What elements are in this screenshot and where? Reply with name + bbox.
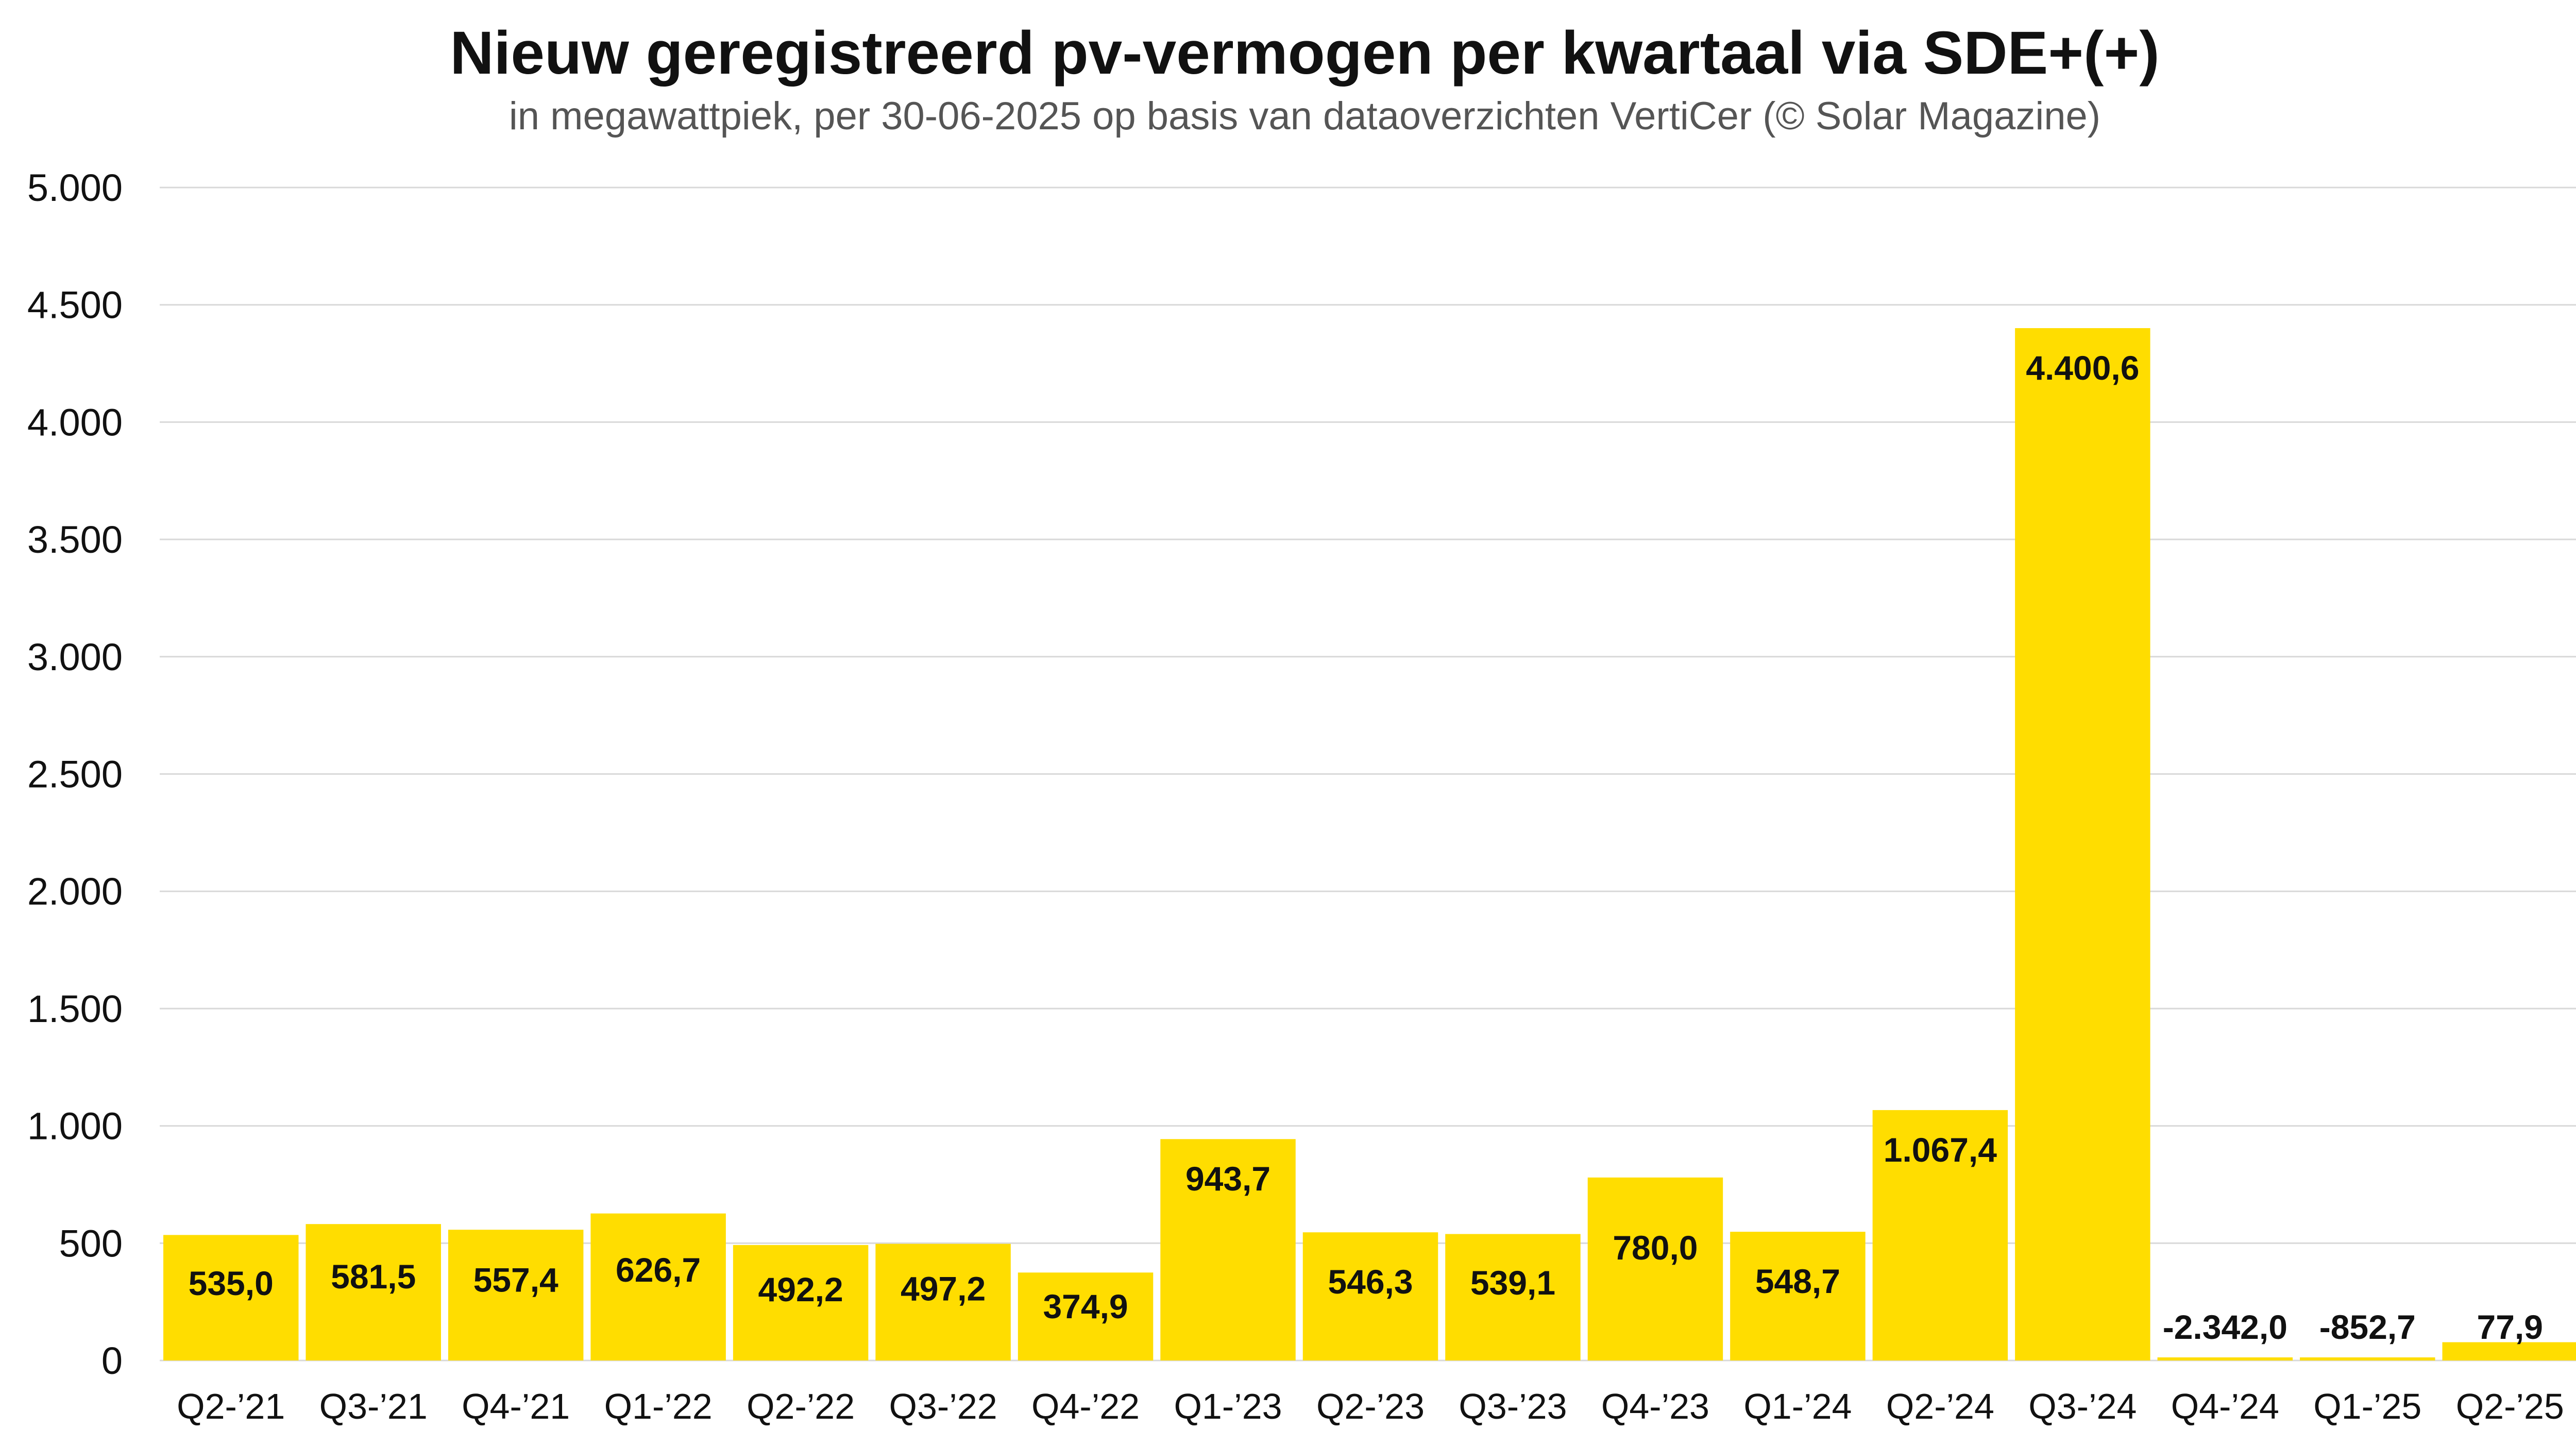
bar xyxy=(1302,1232,1438,1360)
data-label: 548,7 xyxy=(1755,1262,1840,1300)
bar xyxy=(1587,1177,1723,1360)
data-label: 546,3 xyxy=(1328,1263,1413,1301)
y-tick-label: 0 xyxy=(101,1339,123,1382)
bar xyxy=(1018,1272,1154,1360)
bar xyxy=(2442,1342,2576,1360)
y-tick-label: 500 xyxy=(59,1222,123,1265)
data-label: 626,7 xyxy=(616,1251,701,1289)
y-tick-label: 5.000 xyxy=(27,166,123,209)
x-tick-label: Q2-’21 xyxy=(177,1386,285,1426)
data-label: 492,2 xyxy=(758,1270,843,1308)
bars xyxy=(163,328,2576,1360)
x-tick-label: Q3-’23 xyxy=(1459,1386,1567,1426)
bar xyxy=(1730,1232,1866,1360)
bar xyxy=(1872,1110,2008,1360)
x-tick-label: Q2-’25 xyxy=(2456,1386,2564,1426)
bar xyxy=(163,1235,299,1360)
bar xyxy=(875,1244,1011,1360)
gridlines xyxy=(160,186,2576,1362)
bar xyxy=(448,1230,584,1360)
data-label: 539,1 xyxy=(1470,1264,1555,1302)
y-tick-label: 3.500 xyxy=(27,518,123,561)
bar xyxy=(590,1213,726,1360)
x-tick-label: Q3-’22 xyxy=(889,1386,997,1426)
x-tick-label: Q2-’22 xyxy=(747,1386,855,1426)
data-label: 535,0 xyxy=(189,1264,274,1302)
bar xyxy=(1160,1139,1296,1360)
y-tick-label: 1.500 xyxy=(27,988,123,1030)
y-tick-label: 4.000 xyxy=(27,401,123,444)
x-tick-label: Q4-’24 xyxy=(2171,1386,2279,1426)
data-labels: 535,0 581,5 557,4 626,7 492,2 497,2 374,9 943,7… xyxy=(189,349,2543,1346)
x-tick-label: Q2-’23 xyxy=(1316,1386,1425,1426)
data-label: -852,7 xyxy=(2319,1308,2416,1346)
data-label: 581,5 xyxy=(331,1257,416,1296)
bar xyxy=(2015,328,2150,1360)
x-tick-label: Q4-’23 xyxy=(1601,1386,1709,1426)
data-label: 943,7 xyxy=(1185,1160,1270,1198)
data-label: -2.342,0 xyxy=(2163,1308,2287,1346)
x-tick-label: Q3-’21 xyxy=(319,1386,428,1426)
x-tick-label: Q4-’21 xyxy=(462,1386,570,1426)
x-tick-label: Q1-’22 xyxy=(604,1386,713,1426)
y-tick-label: 2.000 xyxy=(27,870,123,913)
bar xyxy=(733,1245,869,1360)
data-label: 4.400,6 xyxy=(2026,349,2139,387)
x-tick-label: Q4-’22 xyxy=(1031,1386,1140,1426)
data-label: 374,9 xyxy=(1043,1287,1128,1325)
x-axis: Q2-’21 Q3-’21 Q4-’21 Q1-’22 Q2-’22 Q3-’22 Q4-’… xyxy=(177,1386,2564,1426)
x-tick-label: Q1-’24 xyxy=(1743,1386,1852,1426)
data-label: 1.067,4 xyxy=(1884,1131,1997,1169)
bar xyxy=(2157,1357,2293,1360)
bar xyxy=(306,1224,441,1360)
y-tick-label: 3.000 xyxy=(27,636,123,678)
bar xyxy=(2300,1357,2435,1360)
chart-title: Nieuw geregistreerd pv-vermogen per kwar… xyxy=(450,19,2160,87)
data-label: 497,2 xyxy=(901,1270,986,1308)
bar xyxy=(1445,1234,1581,1360)
y-tick-label: 4.500 xyxy=(27,284,123,327)
x-tick-label: Q1-’23 xyxy=(1174,1386,1282,1426)
data-label: 557,4 xyxy=(473,1261,558,1299)
y-tick-label: 2.500 xyxy=(27,753,123,796)
x-tick-label: Q3-’24 xyxy=(2028,1386,2137,1426)
x-tick-label: Q2-’24 xyxy=(1886,1386,1994,1426)
y-axis: 0 500 1.000 1.500 2.000 2.500 3.000 3.500 4.000 4… xyxy=(27,166,123,1382)
y-tick-label: 1.000 xyxy=(27,1105,123,1148)
data-label: 77,9 xyxy=(2477,1308,2543,1346)
data-label: 780,0 xyxy=(1613,1229,1698,1267)
x-tick-label: Q1-’25 xyxy=(2313,1386,2421,1426)
chart-subtitle: in megawattpiek, per 30-06-2025 op basis… xyxy=(509,94,2101,138)
